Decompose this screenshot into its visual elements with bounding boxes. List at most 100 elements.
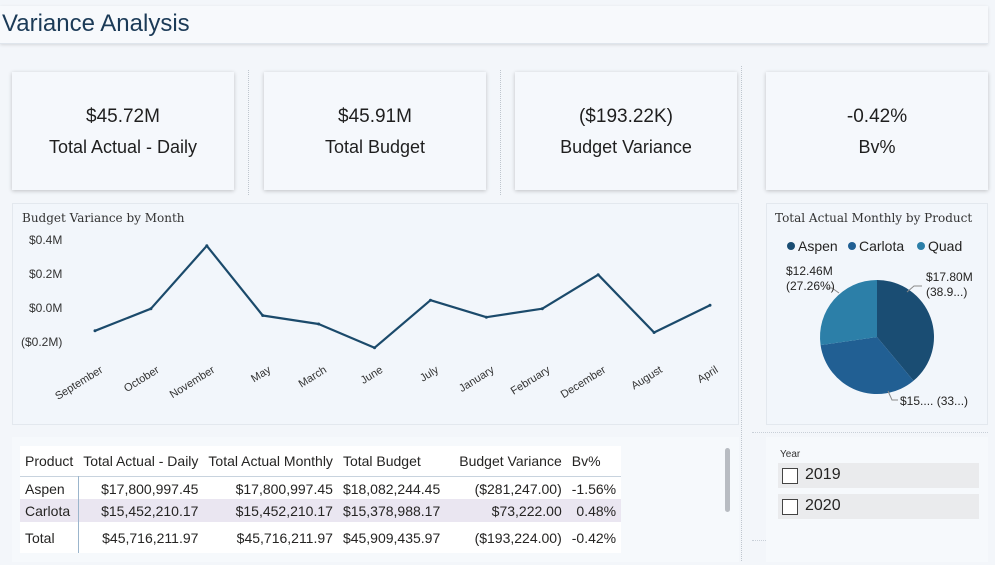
kpi-label: Total Budget: [324, 137, 426, 157]
slicer-option-2019[interactable]: 2019: [778, 463, 979, 488]
pie-label-quad: $12.46M (27.26%): [786, 264, 835, 294]
legend-label: Aspen: [798, 238, 838, 254]
legend-item-carlota[interactable]: Carlota: [848, 238, 904, 254]
page-title: Variance Analysis: [2, 10, 190, 37]
table-row[interactable]: Aspen $17,800,997.45 $17,800,997.45 $18,…: [20, 475, 622, 499]
kpi-label: Total Actual - Daily: [48, 137, 198, 157]
y-tick-label: ($0.2M): [21, 335, 63, 349]
column-header[interactable]: Bv%: [571, 452, 601, 469]
line-chart-title: Budget Variance by Month: [22, 211, 185, 225]
table-cell: $45,716,211.97: [236, 529, 333, 546]
kpi-card-budget-variance[interactable]: ($193.22K) Budget Variance: [515, 72, 737, 190]
grid-guide: [752, 432, 988, 433]
column-header[interactable]: Total Budget: [342, 452, 421, 469]
slicer-option-label: 2019: [805, 466, 841, 483]
slicer-title: Year: [780, 449, 801, 460]
pie-label-value: $12.46M: [786, 264, 833, 278]
legend-item-quad[interactable]: Quad: [917, 238, 962, 254]
table-cell: $45,716,211.97: [102, 529, 199, 546]
table-cell: $18,082,244.45: [337, 475, 446, 499]
table-scrollbar[interactable]: [725, 448, 730, 512]
budget-variance-line-chart[interactable]: [12, 203, 739, 425]
table-cell: Total: [20, 522, 79, 553]
table-cell: $17,800,997.45: [203, 475, 338, 499]
checkbox[interactable]: [782, 468, 798, 484]
pie-label-aspen: $17.80M (38.9...): [926, 270, 973, 300]
legend-item-aspen[interactable]: Aspen: [787, 238, 838, 254]
kpi-value: -0.42%: [846, 106, 908, 127]
column-header[interactable]: Product: [25, 452, 74, 469]
slicer-option-2020[interactable]: 2020: [778, 494, 979, 519]
table-cell: ($281,247.00): [445, 475, 567, 499]
kpi-card-total-actual[interactable]: $45.72M Total Actual - Daily: [12, 72, 234, 190]
data-point[interactable]: [652, 331, 656, 334]
legend-swatch: [787, 242, 795, 251]
pie-slice-aspen[interactable]: [877, 280, 934, 381]
series-line: [94, 244, 711, 349]
slicer-option-label: 2020: [805, 497, 841, 514]
data-point[interactable]: [93, 329, 97, 333]
legend-swatch: [917, 242, 925, 251]
table-cell: Aspen: [20, 475, 79, 499]
y-tick-label: $0.4M: [29, 233, 63, 247]
pie-leader-line: [887, 390, 898, 401]
table-cell: $45,909,435.97: [342, 529, 441, 546]
table-cell: $73,222.00: [445, 499, 567, 522]
title-bar: Variance Analysis: [0, 6, 988, 44]
legend-label: Carlota: [859, 238, 905, 254]
data-point[interactable]: [484, 315, 488, 319]
pie-label-percent: (27.26%): [786, 279, 835, 293]
y-tick-label: $0.0M: [29, 301, 63, 315]
table-cell: $15,378,988.17: [337, 499, 446, 522]
pie-label-value: $17.80M: [926, 270, 973, 284]
table-cell: Carlota: [20, 499, 79, 522]
checkbox[interactable]: [782, 499, 798, 515]
data-point[interactable]: [149, 307, 153, 311]
grid-guide: [500, 70, 501, 195]
data-point[interactable]: [596, 273, 600, 277]
pie-label-percent: (38.9...): [926, 285, 968, 299]
table-cell: ($193,224.00): [474, 529, 562, 546]
table-header-row: Product Total Actual - Daily Total Actua…: [20, 446, 621, 476]
data-point[interactable]: [317, 322, 321, 326]
pie-leader-line: [906, 285, 922, 293]
pie-slice-quad[interactable]: [820, 280, 877, 346]
legend-swatch: [848, 242, 856, 251]
data-point[interactable]: [540, 307, 544, 311]
legend-label: Quad: [928, 238, 963, 254]
column-header[interactable]: Budget Variance: [459, 452, 562, 469]
kpi-value: $45.72M: [86, 106, 160, 127]
pie-label-carlota: $15.... (33...): [900, 394, 969, 408]
data-point[interactable]: [428, 298, 432, 302]
data-point[interactable]: [373, 346, 377, 350]
column-header[interactable]: Total Actual - Daily: [83, 452, 199, 469]
table-cell: -0.42%: [571, 529, 617, 546]
grid-guide: [248, 70, 249, 195]
data-point[interactable]: [205, 244, 209, 248]
kpi-value: ($193.22K): [578, 106, 673, 127]
kpi-card-total-budget[interactable]: $45.91M Total Budget: [264, 72, 486, 190]
pie-slice-carlota[interactable]: [820, 337, 914, 394]
table-cell: -1.56%: [566, 475, 622, 499]
data-point[interactable]: [261, 314, 265, 317]
table-total-row: Total $45,716,211.97 $45,716,211.97 $45,…: [20, 522, 621, 553]
table-cell: $17,800,997.45: [78, 475, 204, 499]
kpi-label: Budget Variance: [560, 137, 692, 157]
kpi-card-bv-percent[interactable]: -0.42% Bv%: [766, 72, 988, 190]
table-cell: $15,452,210.17: [203, 499, 338, 522]
pie-chart-title: Total Actual Monthly by Product: [775, 211, 973, 225]
grid-guide: [741, 66, 742, 561]
y-tick-label: $0.2M: [29, 267, 63, 281]
table-row[interactable]: Carlota $15,452,210.17 $15,452,210.17 $1…: [20, 499, 622, 522]
table-cell: 0.48%: [566, 499, 622, 522]
kpi-value: $45.91M: [338, 106, 412, 127]
pie-leader-line: [826, 287, 840, 294]
product-table[interactable]: Product Total Actual - Daily Total Actua…: [20, 446, 622, 553]
column-header[interactable]: Total Actual Monthly: [208, 452, 333, 469]
table-cell: $15,452,210.17: [78, 499, 204, 522]
kpi-label: Bv%: [858, 137, 896, 157]
data-point[interactable]: [708, 303, 712, 307]
